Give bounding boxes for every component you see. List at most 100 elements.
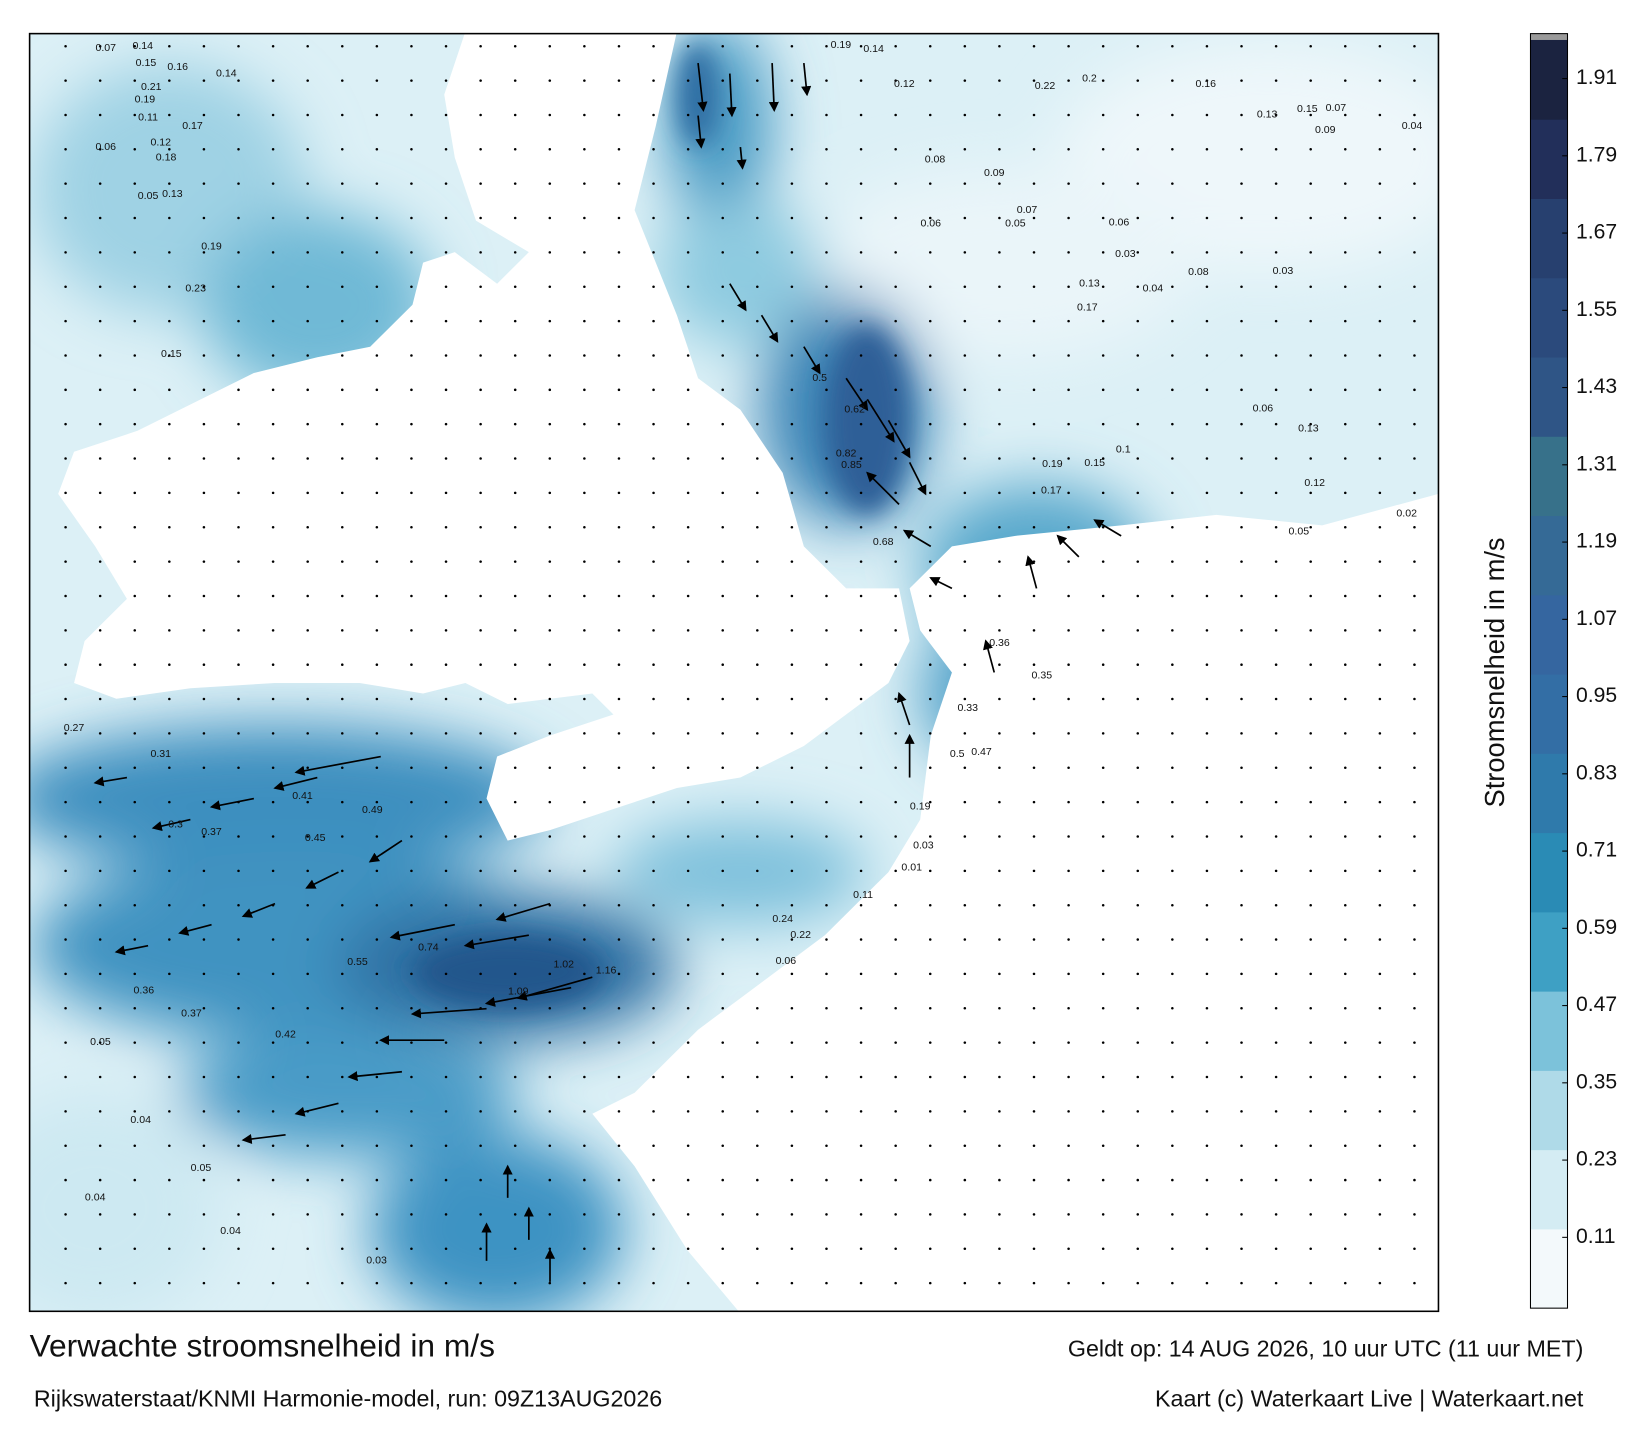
grid-dot: [133, 457, 137, 460]
grid-dot: [98, 354, 102, 357]
grid-dot: [756, 766, 759, 770]
grid-dot: [341, 79, 344, 82]
grid-dot: [1413, 1110, 1416, 1113]
grid-dot: [1171, 1075, 1174, 1079]
grid-dot: [1136, 79, 1140, 82]
grid-dot: [1101, 697, 1105, 701]
grid-dot: [1378, 422, 1382, 426]
grid-dot: [410, 491, 413, 495]
grid-dot: [341, 629, 344, 632]
grid-dot: [1413, 388, 1416, 392]
speed-label: 0.09: [1315, 124, 1336, 136]
grid-dot: [410, 938, 413, 941]
grid-dot: [721, 1075, 724, 1079]
grid-dot: [341, 1281, 344, 1285]
grid-dot: [928, 903, 932, 907]
grid-dot: [583, 835, 586, 838]
grid-dot: [1240, 319, 1243, 323]
grid-dot: [583, 216, 586, 220]
speed-label: 0.68: [873, 536, 894, 548]
grid-dot: [1344, 869, 1347, 873]
grid-dot: [202, 835, 206, 838]
grid-dot: [1309, 938, 1312, 941]
grid-dot: [410, 1007, 413, 1010]
grid-dot: [1413, 148, 1416, 151]
grid-dot: [237, 594, 240, 598]
grid-dot: [1344, 1110, 1347, 1113]
grid-dot: [513, 835, 517, 838]
grid-dot: [1101, 388, 1105, 392]
grid-dot: [756, 148, 759, 151]
grid-dot: [928, 251, 932, 254]
grid-dot: [1205, 1144, 1209, 1147]
grid-dot: [617, 148, 621, 151]
grid-dot: [894, 1213, 897, 1216]
speed-label: 0.14: [863, 43, 884, 55]
grid-dot: [513, 79, 517, 82]
grid-dot: [686, 972, 690, 976]
grid-dot: [617, 1213, 621, 1216]
grid-dot: [479, 148, 482, 151]
grid-dot: [306, 938, 309, 941]
grid-dot: [1136, 1247, 1140, 1251]
grid-dot: [548, 800, 552, 804]
grid-dot: [1240, 1178, 1243, 1182]
grid-dot: [341, 869, 344, 873]
grid-dot: [1240, 1110, 1243, 1113]
arrow: [768, 63, 779, 113]
grid-dot: [1378, 1110, 1382, 1113]
grid-dot: [859, 1247, 863, 1251]
speed-label: 0.36: [134, 985, 155, 997]
grid-dot: [98, 938, 102, 941]
grid-dot: [652, 354, 655, 357]
grid-dot: [963, 457, 967, 460]
grid-dot: [1378, 1178, 1382, 1182]
grid-dot: [444, 319, 448, 323]
grid-dot: [894, 835, 897, 838]
grid-dot: [375, 422, 379, 426]
grid-dot: [1171, 594, 1174, 598]
grid-dot: [306, 388, 309, 392]
grid-dot: [444, 148, 448, 151]
grid-dot: [133, 113, 137, 117]
grid-dot: [1309, 422, 1312, 426]
grid-dot: [1171, 388, 1174, 392]
grid-dot: [1344, 388, 1347, 392]
colorbar-band: [1530, 991, 1568, 1071]
grid-dot: [721, 182, 724, 185]
grid-dot: [1136, 422, 1140, 426]
grid-dot: [928, 766, 932, 770]
grid-dot: [168, 732, 171, 735]
grid-dot: [168, 594, 171, 598]
grid-dot: [859, 1281, 863, 1285]
grid-dot: [928, 1144, 932, 1147]
grid-dot: [998, 1213, 1001, 1216]
grid-dot: [1136, 800, 1140, 804]
grid-dot: [1274, 903, 1278, 907]
grid-dot: [825, 972, 828, 976]
grid-dot: [98, 1041, 102, 1044]
grid-dot: [202, 182, 206, 185]
grid-dot: [1344, 113, 1347, 117]
grid-dot: [1032, 1213, 1036, 1216]
colorbar-band: [1530, 436, 1568, 517]
grid-dot: [1205, 1247, 1209, 1251]
grid-dot: [133, 766, 137, 770]
grid-dot: [513, 148, 517, 151]
grid-dot: [998, 1110, 1001, 1113]
grid-dot: [928, 972, 932, 976]
grid-dot: [894, 251, 897, 254]
grid-dot: [998, 525, 1001, 529]
grid-dot: [825, 525, 828, 529]
grid-dot: [548, 1178, 552, 1182]
grid-dot: [1136, 457, 1140, 460]
grid-dot: [306, 1075, 309, 1079]
grid-dot: [1240, 1041, 1243, 1044]
grid-dot: [548, 1247, 552, 1251]
grid-dot: [375, 285, 379, 289]
grid-dot: [168, 560, 171, 563]
grid-dot: [271, 1041, 275, 1044]
grid-dot: [1101, 354, 1105, 357]
speed-label: 0.19: [831, 39, 852, 51]
grid-dot: [1344, 525, 1347, 529]
